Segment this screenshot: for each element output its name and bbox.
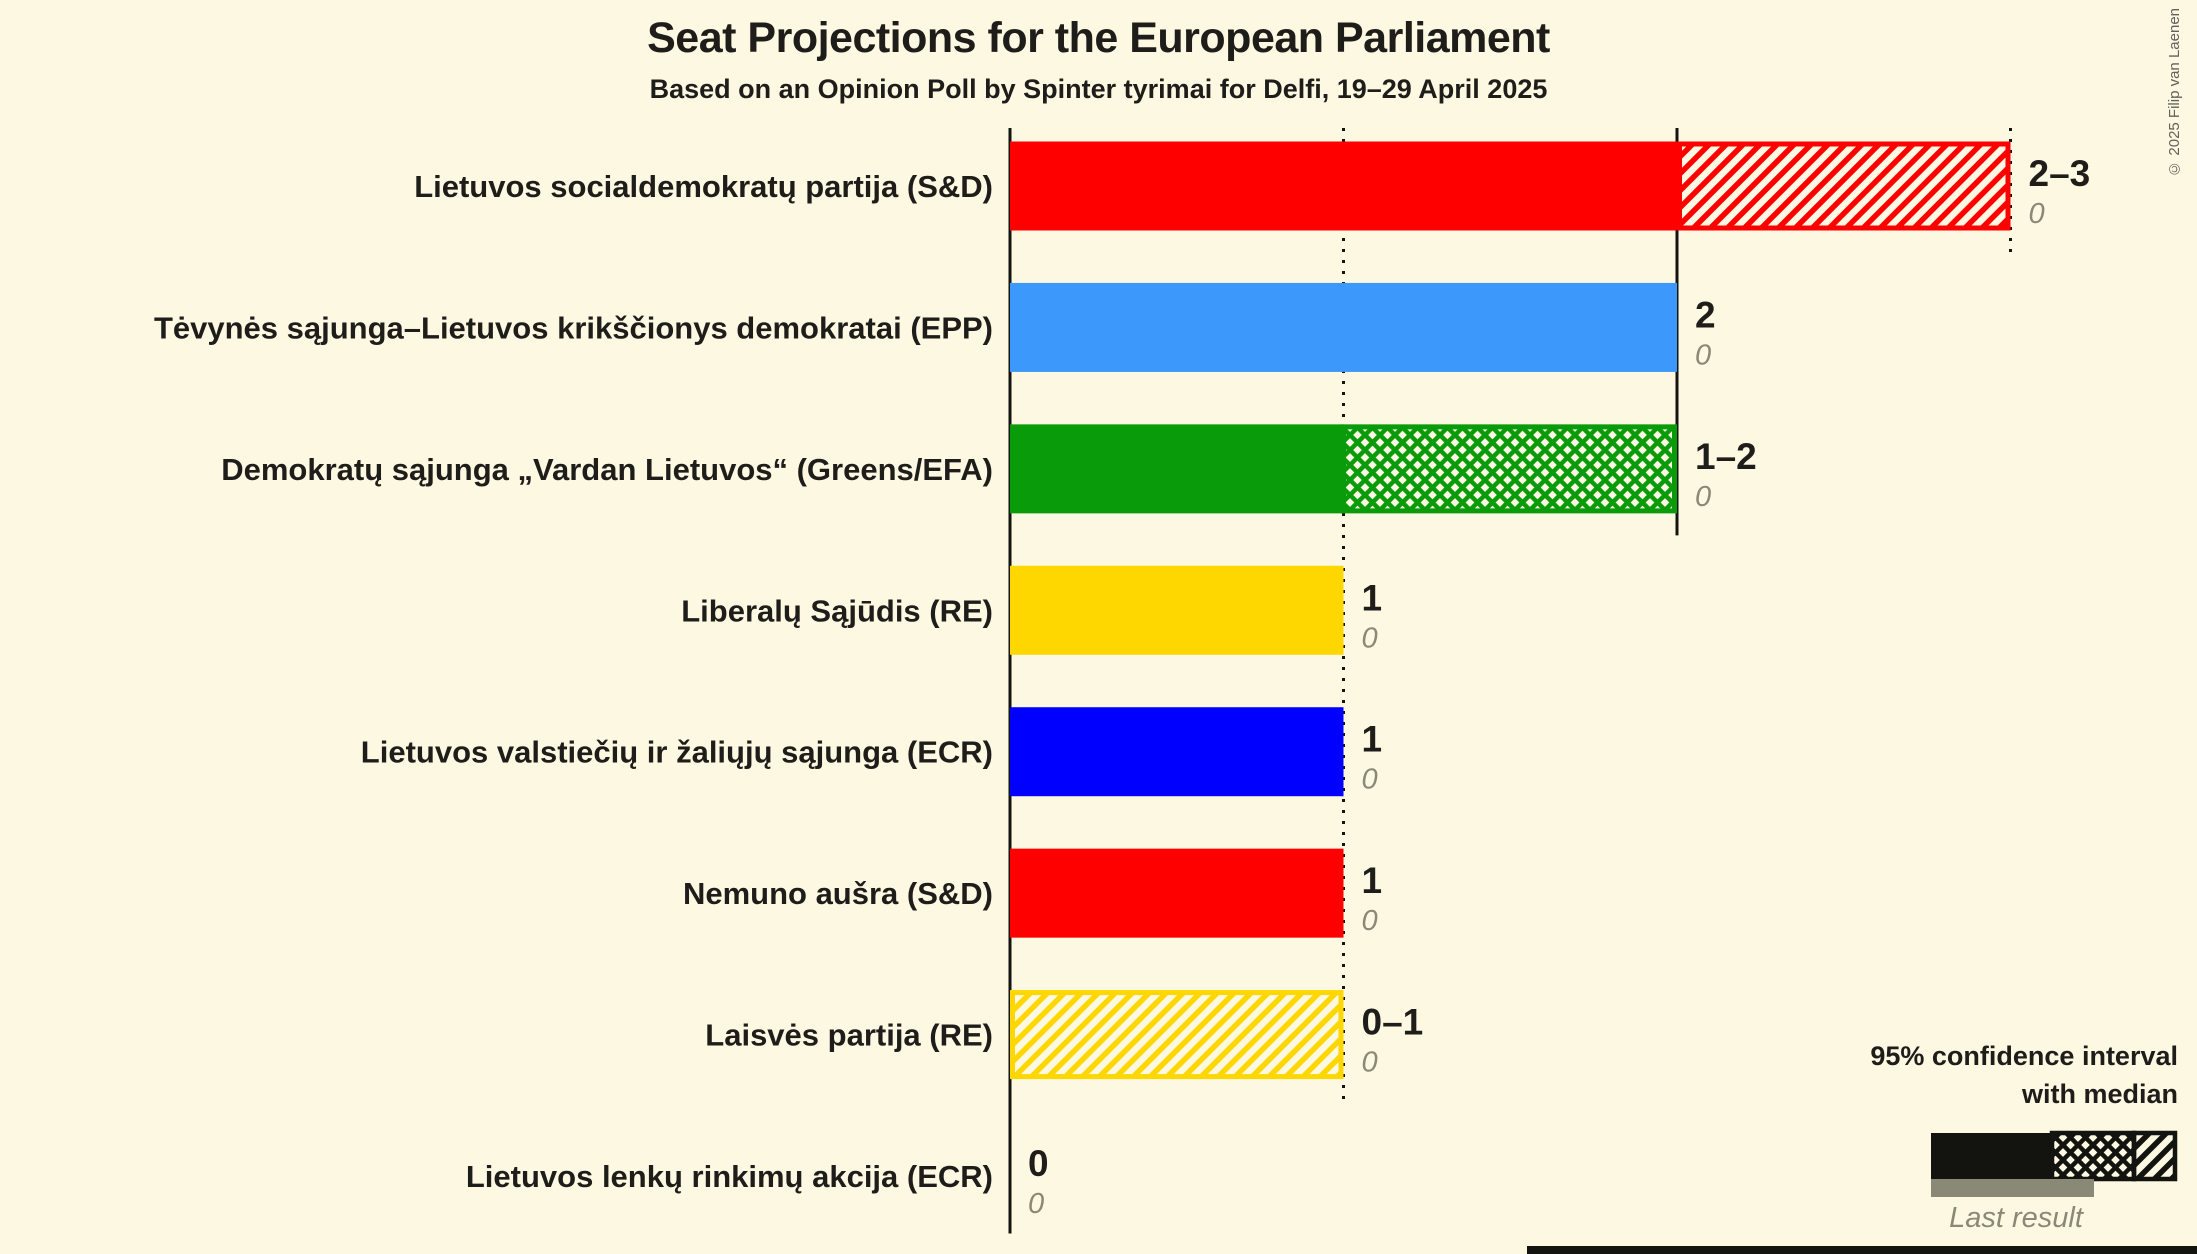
last-result-value: 0	[1362, 905, 1378, 937]
legend-last-result-label: Last result	[1949, 1202, 2083, 1234]
last-result-value: 0	[1695, 481, 1711, 513]
legend-ci-diag-segment	[2131, 1130, 2178, 1182]
party-label: Demokratų sąjunga „Vardan Lietuvos“ (Gre…	[221, 452, 993, 487]
bar-segment-diagonal	[1677, 141, 2011, 231]
value-label: 1	[1362, 860, 1383, 901]
bottom-bar	[1527, 1246, 2197, 1254]
party-label: Laisvės partija (RE)	[705, 1018, 993, 1053]
value-label: 0	[1028, 1143, 1049, 1184]
chart-title: Seat Projections for the European Parlia…	[647, 14, 1550, 62]
last-result-value: 0	[1028, 1188, 1044, 1220]
bar-segment-solid	[1010, 707, 1344, 797]
party-label: Lietuvos socialdemokratų partija (S&D)	[414, 169, 993, 204]
bar-segment-solid	[1010, 282, 1677, 372]
last-result-value: 0	[1695, 339, 1711, 371]
bar-segment-solid	[1010, 848, 1344, 938]
bar-segment-crosshatch	[1341, 424, 1677, 514]
bar-segment-solid	[1010, 424, 1344, 514]
legend-ci-cross-segment	[2049, 1130, 2137, 1182]
last-result-value: 0	[1362, 764, 1378, 796]
party-label: Lietuvos lenkų rinkimų akcija (ECR)	[466, 1159, 993, 1194]
value-label: 1–2	[1695, 436, 1757, 477]
legend-median-segment	[1931, 1133, 2052, 1179]
value-label: 2–3	[2029, 153, 2091, 194]
party-label: Nemuno aušra (S&D)	[683, 876, 993, 911]
bar-segment-solid	[1010, 565, 1344, 655]
value-label: 1	[1362, 577, 1383, 618]
legend-sample-bar	[1931, 1130, 2178, 1197]
legend-line2: with median	[2021, 1078, 2178, 1109]
value-label: 1	[1362, 719, 1383, 760]
bar-segment-solid	[1010, 141, 1677, 231]
legend-last-result-bar	[1931, 1179, 2094, 1197]
last-result-value: 0	[1362, 1047, 1378, 1079]
bar-segment-diagonal	[1010, 990, 1344, 1080]
legend-line1: 95% confidence interval	[1870, 1041, 2178, 1071]
value-label: 0–1	[1362, 1002, 1424, 1043]
chart-subtitle: Based on an Opinion Poll by Spinter tyri…	[649, 74, 1548, 104]
party-label: Liberalų Sąjūdis (RE)	[681, 593, 993, 628]
legend-caption: 95% confidence interval with median	[1578, 1038, 2178, 1114]
party-label: Tėvynės sąjunga–Lietuvos krikščionys dem…	[154, 310, 993, 345]
last-result-value: 0	[2029, 198, 2045, 230]
last-result-value: 0	[1362, 622, 1378, 654]
value-label: 2	[1695, 294, 1716, 335]
party-label: Lietuvos valstiečių ir žaliųjų sąjunga (…	[361, 735, 993, 770]
